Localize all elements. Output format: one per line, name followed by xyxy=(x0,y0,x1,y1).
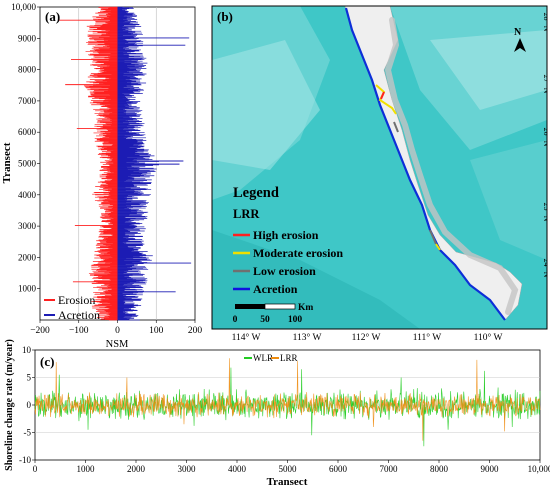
panel-c-x-tick-label: 9000 xyxy=(481,464,500,474)
lon-tick-114: 114° W xyxy=(232,332,261,343)
panel-c: 0 1000 2000 3000 4000 5000 6000 7000 8000 9000 10,… xyxy=(4,339,550,488)
legend-acretion-label: Acretion xyxy=(253,282,298,296)
panel-c-x-tick-label: 5000 xyxy=(279,464,298,474)
legend-acretion-label: Acretion xyxy=(58,308,100,322)
latitude-ticks: 28° N 27° N 26° N 25° N 24° N xyxy=(542,13,550,278)
panel-a-y-tick-label: 3000 xyxy=(18,221,37,231)
lat-tick-26: 26° N xyxy=(542,128,550,147)
panel-c-x-tick-label: 7000 xyxy=(380,464,399,474)
panel-c-x-tick-label: 1000 xyxy=(77,464,96,474)
panel-c-x-tick-label: 6000 xyxy=(329,464,348,474)
panel-a-x-tick-label: −200 xyxy=(30,326,50,336)
map-frame xyxy=(211,5,548,330)
panel-a-y-axis-label: Transect xyxy=(1,142,13,183)
panel-c-y-tick-label: -5 xyxy=(24,428,32,438)
panel-a-x-axis-label: NSM xyxy=(106,339,129,350)
panel-a-y-tick-label: 10,000 xyxy=(11,2,36,12)
west-coastline xyxy=(344,7,506,321)
panel-a-x-tick-label: 200 xyxy=(188,326,203,336)
panel-a-y-tick-label: 5000 xyxy=(18,159,37,169)
lat-tick-27: 27° N xyxy=(542,75,550,94)
series-line-lrr xyxy=(34,358,541,441)
coast-moderate-erosion xyxy=(375,84,397,115)
lat-tick-24: 24° N xyxy=(542,259,550,278)
legend-wlr-label: WLR xyxy=(253,353,273,363)
lat-tick-25: 25° N xyxy=(542,203,550,222)
legend-subtitle: LRR xyxy=(233,207,260,221)
legend-high-erosion-label: High erosion xyxy=(253,228,319,242)
scale-tick-100: 100 xyxy=(288,315,303,325)
panel-c-y-tick-label: 0 xyxy=(27,400,32,410)
lat-tick-28: 28° N xyxy=(542,13,550,32)
panel-b-label: (b) xyxy=(217,9,233,24)
scale-bar-white xyxy=(264,303,296,310)
lon-tick-113: 113° W xyxy=(293,332,322,343)
panel-a-x-tick-label: −100 xyxy=(69,326,89,336)
panel-a-y-tick-label: 6000 xyxy=(18,127,37,137)
legend-low-erosion-label: Low erosion xyxy=(253,264,316,278)
legend-lrr-label: LRR xyxy=(280,353,298,363)
map-area: 28° N 27° N 26° N 25° N 24° N N xyxy=(212,6,550,329)
panel-a-x-tick-label: 100 xyxy=(149,326,164,336)
panel-c-x-tick-label: 4000 xyxy=(228,464,247,474)
scale-tick-0: 0 xyxy=(233,315,238,325)
panel-c-x-tick-label: 8000 xyxy=(430,464,449,474)
legend-moderate-erosion-label: Moderate erosion xyxy=(253,246,343,260)
coast-moderate-erosion-2 xyxy=(435,243,441,251)
panel-c-x-tick-label: 3000 xyxy=(178,464,197,474)
panel-c-x-tick-label: 2000 xyxy=(127,464,146,474)
panel-c-y-axis-label: Shoreline change rate (m/year) xyxy=(4,339,15,471)
panel-c-label: (c) xyxy=(40,354,54,369)
gulf-water-3 xyxy=(470,140,547,260)
legend-title: Legend xyxy=(233,185,279,201)
panel-c-legend: WLR LRR xyxy=(244,353,298,363)
panel-a-x-tick-label: 0 xyxy=(115,326,120,336)
scale-bar-unit: Km xyxy=(298,303,313,313)
panel-a-y-tick-label: 7000 xyxy=(18,96,37,106)
scale-bar-black xyxy=(235,304,265,309)
panel-c-x-tick-label: 0 xyxy=(33,464,38,474)
panel-a-y-tick-label: 1000 xyxy=(18,284,37,294)
lon-tick-110: 110° W xyxy=(474,332,503,343)
map-legend: Legend LRR High erosion Moderate erosion… xyxy=(233,185,343,296)
panel-a-label: (a) xyxy=(45,9,60,24)
panel-a-y-tick-label: 8000 xyxy=(18,65,37,75)
scale-bar: Km 0 50 100 xyxy=(233,303,314,325)
lon-tick-111: 111° W xyxy=(413,332,442,343)
panel-c-x-axis-label: Transect xyxy=(267,476,308,488)
mountain-relief xyxy=(384,17,519,315)
longitude-ticks: 114° W 113° W 112° W 111° W 110° W xyxy=(232,332,503,343)
panel-c-y-tick-label: 10 xyxy=(22,345,32,355)
lon-tick-112: 112° W xyxy=(352,332,381,343)
panel-a: −200 −100 0 100 200 1000 2000 3000 4000 5000 6000 7… xyxy=(1,2,202,350)
panel-c-y-tick-label: 5 xyxy=(27,373,32,383)
panel-b: 28° N 27° N 26° N 25° N 24° N N (b) Lege… xyxy=(211,5,550,343)
panel-c-x-tick-label: 10,000 xyxy=(528,464,550,474)
panel-a-y-tick-label: 2000 xyxy=(18,252,37,262)
north-label: N xyxy=(514,27,522,38)
panel-c-y-tick-label: -10 xyxy=(19,455,31,465)
coast-low-erosion xyxy=(393,121,437,245)
coast-high-erosion xyxy=(380,91,385,100)
gulf-water-2 xyxy=(430,30,547,110)
north-arrow: N xyxy=(514,27,526,52)
legend-erosion-label: Erosion xyxy=(58,293,95,307)
scale-tick-50: 50 xyxy=(260,315,270,325)
north-arrow-icon xyxy=(514,38,526,52)
panel-a-y-tick-label: 9000 xyxy=(18,33,37,43)
panel-a-y-tick-label: 4000 xyxy=(18,190,37,200)
shallow-water-2 xyxy=(212,40,320,170)
panel-a-legend: Erosion Acretion xyxy=(44,293,100,322)
